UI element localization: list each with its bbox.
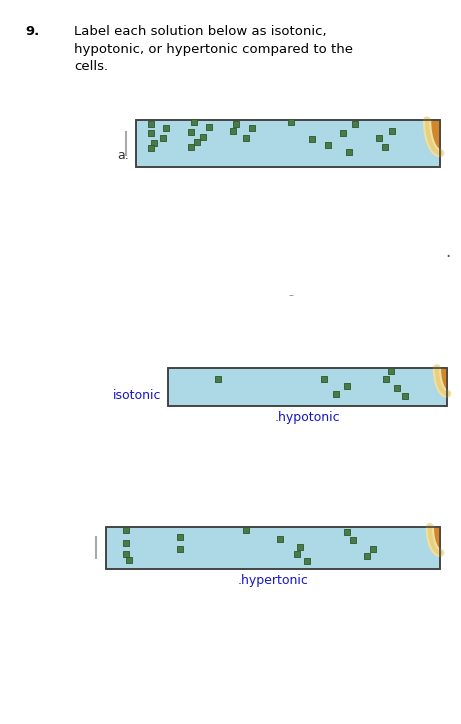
Point [233,118,240,130]
Point [187,142,195,153]
Point [343,380,350,392]
Polygon shape [427,120,440,167]
Text: a.: a. [118,149,129,162]
Text: isotonic: isotonic [113,389,161,402]
Point [176,531,183,543]
Text: .hypertonic: .hypertonic [238,574,308,587]
Point [123,537,130,549]
Point [339,127,347,139]
Point [148,118,155,130]
Point [288,117,295,128]
Point [148,142,155,153]
Point [123,548,130,560]
Point [388,125,395,137]
Point [293,548,300,560]
Point [176,543,183,555]
Text: Label each solution below as isotonic,
hypotonic, or hypertonic compared to the
: Label each solution below as isotonic, h… [74,25,353,73]
Point [199,131,207,143]
Point [242,132,249,144]
Point [388,366,395,377]
Point [230,125,237,137]
Bar [136,120,440,167]
Point [393,382,401,394]
Point [303,555,310,567]
Point [349,534,357,546]
Point [187,126,195,138]
Point [309,133,316,145]
Point [126,555,133,566]
Point [215,373,222,384]
Bar [136,120,440,167]
Point [343,526,350,538]
Point [321,373,328,384]
Text: .: . [445,243,450,261]
Point [205,121,213,132]
Point [345,146,353,157]
Point [193,137,201,148]
Bar [168,369,447,405]
Text: –: – [289,290,293,300]
Point [363,550,370,562]
Point [370,543,377,555]
Point [242,524,250,536]
Point [324,139,331,151]
Bar [168,369,447,405]
Point [248,122,255,134]
Point [276,533,284,544]
Point [151,137,158,148]
Point [160,132,167,143]
Point [351,118,359,130]
Point [402,390,409,402]
Point [148,127,155,139]
Text: .hypotonic: .hypotonic [275,411,341,424]
Point [376,132,383,144]
Text: 9.: 9. [25,25,40,38]
Point [163,122,170,134]
Point [296,541,303,552]
Point [382,373,390,384]
Polygon shape [437,369,447,405]
Bar [106,527,440,568]
Point [382,141,389,153]
Bar [106,527,440,568]
Point [123,524,130,536]
Point [190,117,197,128]
Point [332,388,339,400]
Polygon shape [430,527,440,568]
